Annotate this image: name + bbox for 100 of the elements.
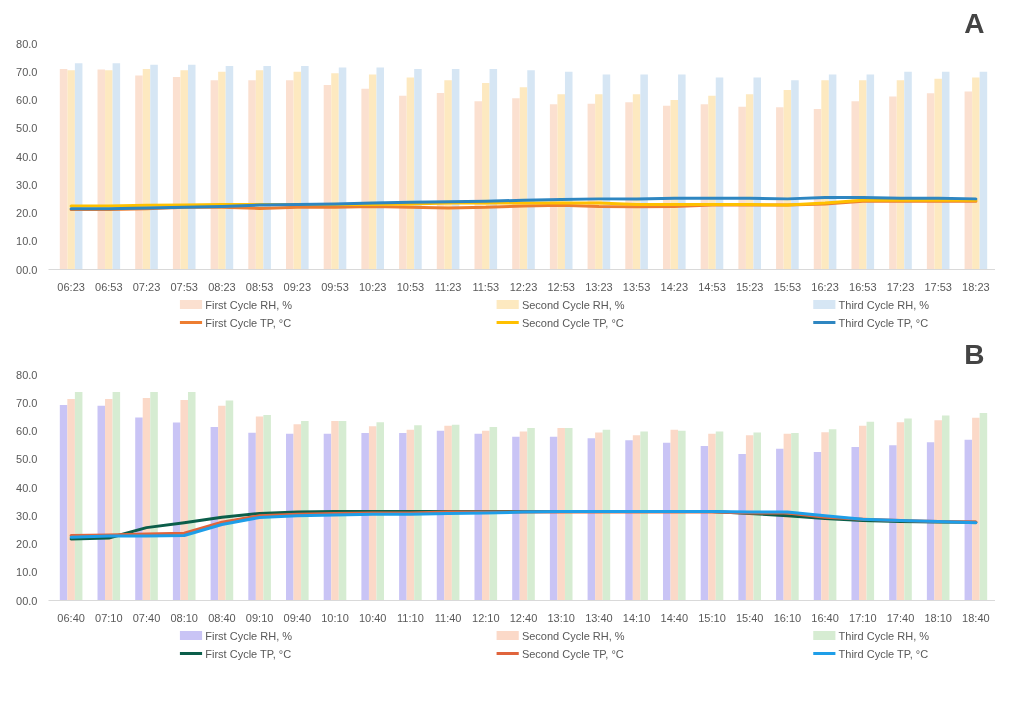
x-tick-label: 14:10 <box>622 611 651 624</box>
bar <box>564 71 573 270</box>
bar <box>595 94 603 270</box>
bar <box>979 412 988 601</box>
x-tick-label: 08:53 <box>245 280 274 293</box>
x-tick-label: 12:53 <box>547 280 575 293</box>
x-tick-label: 16:10 <box>773 611 802 624</box>
x-tick-label: 12:10 <box>472 611 500 624</box>
bar <box>286 433 294 601</box>
x-tick-label: 10:10 <box>321 611 349 624</box>
bar <box>248 432 256 601</box>
x-tick-label: 13:53 <box>622 280 651 293</box>
x-tick-label: 13:10 <box>547 611 575 624</box>
bar <box>444 425 452 601</box>
bar <box>293 424 302 601</box>
y-tick-label: 70.0 <box>16 65 38 78</box>
y-tick-label: 00.0 <box>16 594 38 607</box>
bar <box>399 432 407 601</box>
bar <box>904 418 912 601</box>
bar <box>323 85 332 270</box>
bar <box>263 414 271 601</box>
bar <box>557 94 565 270</box>
bar <box>941 415 950 601</box>
bar <box>941 71 950 270</box>
bar <box>564 427 573 601</box>
bar <box>904 71 912 270</box>
bar <box>301 421 309 601</box>
bar <box>187 392 196 601</box>
bar <box>112 392 121 601</box>
bar <box>150 392 158 601</box>
bar <box>474 433 483 601</box>
bar <box>512 98 520 270</box>
x-tick-label: 10:40 <box>358 611 387 624</box>
bar <box>135 75 143 270</box>
bar <box>662 442 671 601</box>
x-tick-label: 16:53 <box>849 280 877 293</box>
x-tick-label: 08:23 <box>208 280 236 293</box>
x-tick-label: 09:23 <box>283 280 312 293</box>
x-tick-label: 15:53 <box>773 280 802 293</box>
bar <box>67 70 75 270</box>
x-tick-label: 07:53 <box>170 280 198 293</box>
bar <box>964 439 973 601</box>
bar <box>625 102 633 270</box>
x-tick-label: 07:10 <box>95 611 123 624</box>
x-tick-label: 17:10 <box>849 611 877 624</box>
bar <box>745 435 754 601</box>
bar <box>482 430 490 601</box>
bar <box>715 431 724 601</box>
x-tick-label: 16:40 <box>811 611 839 624</box>
bar <box>150 64 158 270</box>
x-tick-label: 11:23 <box>434 280 462 293</box>
bar <box>180 70 188 270</box>
bar <box>218 405 226 601</box>
x-tick-label: 10:53 <box>396 280 425 293</box>
bar <box>926 93 935 270</box>
x-tick-label: 15:23 <box>735 280 764 293</box>
y-tick-label: 50.0 <box>16 453 38 466</box>
x-tick-label: 08:10 <box>170 611 198 624</box>
bar <box>678 74 686 270</box>
y-tick-label: 30.0 <box>16 178 38 191</box>
x-tick-label: 10:23 <box>358 280 387 293</box>
bar <box>859 425 867 601</box>
bar <box>776 448 784 601</box>
bar <box>979 71 988 270</box>
bar <box>74 63 83 270</box>
bar <box>866 421 875 601</box>
bar <box>105 70 113 270</box>
x-tick-label: 16:23 <box>811 280 839 293</box>
bar <box>142 68 151 270</box>
legend-label: First Cycle TP, °C <box>205 647 292 660</box>
bar <box>527 427 535 601</box>
bar <box>225 66 234 270</box>
bar <box>59 405 68 601</box>
bar <box>376 67 385 270</box>
bar <box>662 105 671 270</box>
bar <box>286 80 294 270</box>
bar <box>436 430 445 601</box>
bar <box>105 399 113 601</box>
bar <box>451 424 460 601</box>
x-tick-label: 07:23 <box>132 280 161 293</box>
legend-label: Third Cycle RH, % <box>838 298 930 311</box>
bar <box>112 63 121 270</box>
bar <box>896 80 905 270</box>
x-tick-label: 11:53 <box>472 280 500 293</box>
x-tick-label: 11:40 <box>434 611 462 624</box>
bar <box>97 69 106 270</box>
legend-label: Second Cycle RH, % <box>521 629 625 642</box>
bar <box>399 95 407 270</box>
bar <box>361 88 369 270</box>
y-tick-label: 80.0 <box>16 368 38 381</box>
bar <box>738 106 746 270</box>
bar <box>738 453 746 601</box>
bar <box>482 83 490 270</box>
bar <box>828 429 837 601</box>
bar <box>640 74 648 270</box>
y-tick-label: 40.0 <box>16 481 38 494</box>
bar <box>602 429 611 601</box>
bar <box>474 101 483 270</box>
bar <box>248 80 256 270</box>
x-tick-label: 07:40 <box>132 611 161 624</box>
